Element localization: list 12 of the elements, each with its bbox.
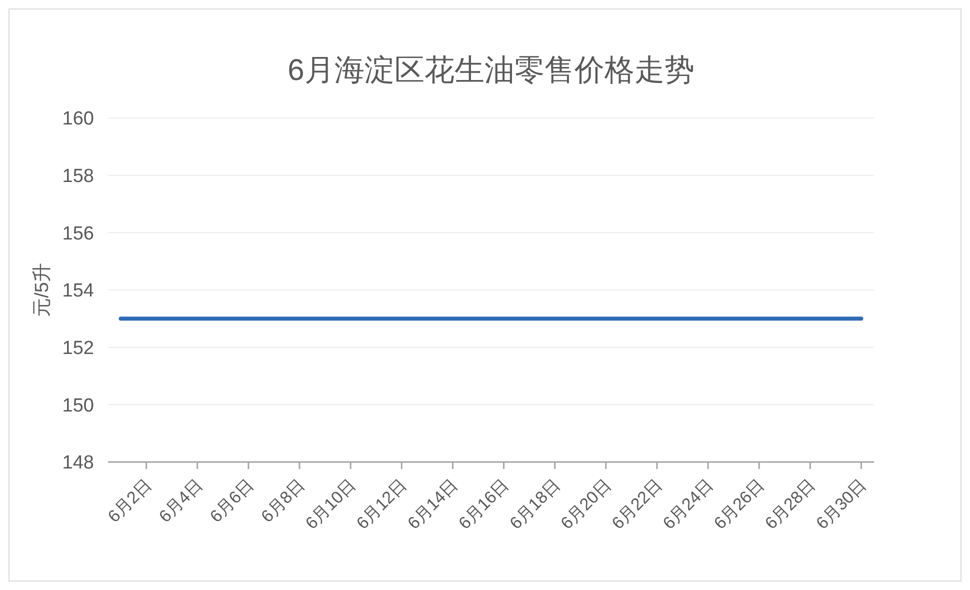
y-tick-label: 158	[62, 166, 94, 187]
x-tick-label: 6月6日	[206, 475, 258, 526]
y-axis-title: 元/5升	[32, 263, 53, 317]
x-tick-label: 6月2日	[104, 475, 156, 526]
y-tick-label: 150	[62, 395, 94, 416]
y-tick-label: 156	[62, 223, 94, 244]
y-tick-label: 152	[62, 338, 94, 359]
y-tick-label: 154	[62, 280, 94, 302]
x-tick-label: 6月4日	[155, 475, 206, 526]
y-tick-label: 160	[62, 108, 94, 130]
chart-title: 6月海淀区花生油零售价格走势	[288, 54, 694, 87]
y-tick-label: 148	[62, 452, 94, 474]
